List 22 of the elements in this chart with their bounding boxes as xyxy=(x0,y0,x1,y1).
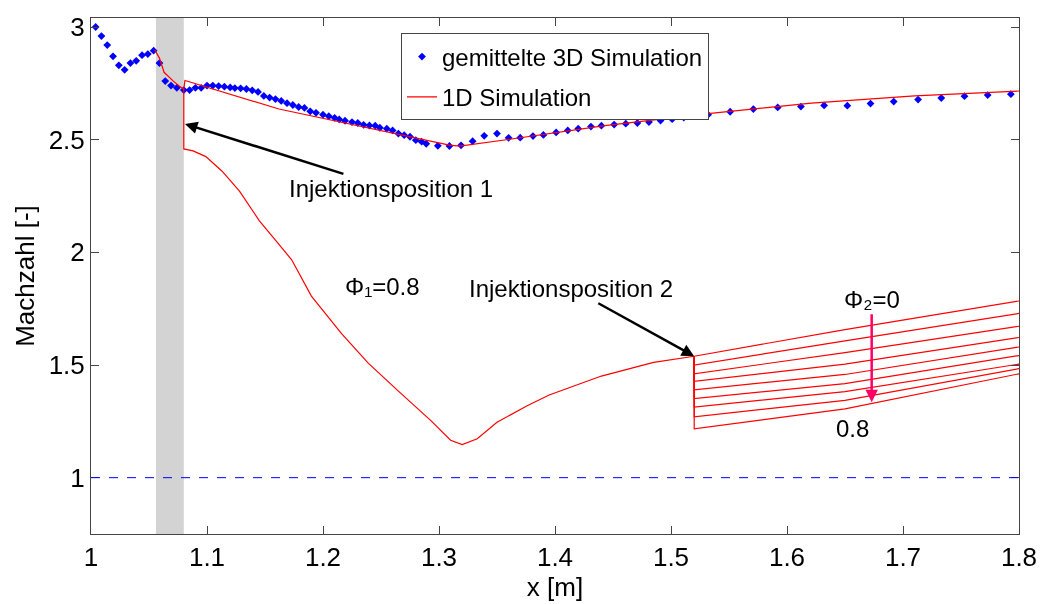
y-tick-label: 3 xyxy=(70,12,85,43)
legend-label: 1D Simulation xyxy=(442,84,592,112)
annotation: 0.8 xyxy=(836,415,870,442)
x-tick-label: 1.7 xyxy=(884,542,922,573)
y-tick-label: 1 xyxy=(70,462,85,493)
x-tick-label: 1.5 xyxy=(652,542,690,573)
x-tick-label: 1.3 xyxy=(420,542,458,573)
legend-label: gemittelte 3D Simulation xyxy=(442,43,703,71)
annotation: Injektionsposition 1 xyxy=(289,175,494,202)
x-tick-label: 1.1 xyxy=(188,542,226,573)
x-tick-label: 1.6 xyxy=(768,542,806,573)
y-tick-label: 2.5 xyxy=(48,124,85,155)
annotation: Injektionsposition 2 xyxy=(469,275,674,302)
x-axis-title: x [m] xyxy=(526,572,584,603)
annotation: Φ₂=0 xyxy=(844,286,900,313)
x-tick-label: 1.8 xyxy=(1000,542,1038,573)
y-axis-title: Machzahl [-] xyxy=(10,205,41,347)
x-tick-label: 1.2 xyxy=(304,542,342,573)
x-tick-label: 1.4 xyxy=(536,542,574,573)
annotation: Φ₁=0.8 xyxy=(345,273,420,300)
y-tick-label: 1.5 xyxy=(48,350,85,381)
y-tick-label: 2 xyxy=(70,237,85,268)
